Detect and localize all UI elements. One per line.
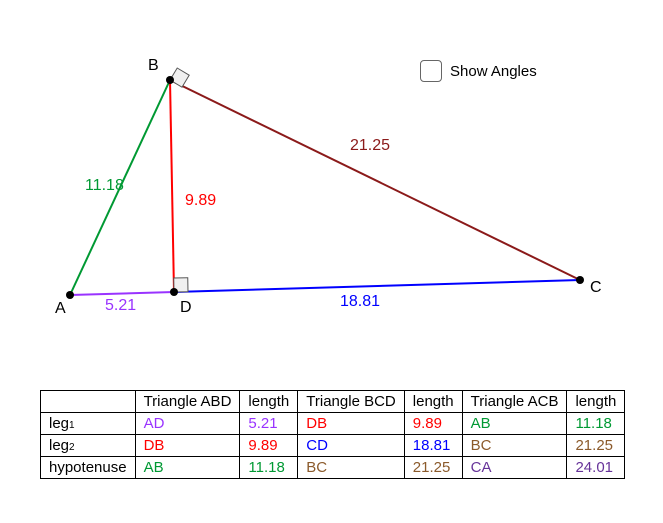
point-D[interactable] — [170, 288, 178, 296]
table-row: leg2DB9.89CD18.81BC21.25 — [41, 435, 625, 457]
table-cell: DB — [298, 413, 404, 435]
table-cell: AB — [462, 413, 567, 435]
point-label-A: A — [55, 300, 66, 317]
table-cell: 21.25 — [404, 457, 462, 479]
table-row: leg1AD5.21DB9.89AB11.18 — [41, 413, 625, 435]
segment-label-BD: 9.89 — [185, 192, 216, 209]
segment-label-AB: 11.18 — [85, 177, 124, 194]
table-rowhead: leg1 — [41, 413, 136, 435]
point-C[interactable] — [576, 276, 584, 284]
table-cell: 9.89 — [240, 435, 298, 457]
triangle-data-table: Triangle ABDlengthTriangle BCDlengthTria… — [40, 390, 625, 479]
show-angles-checkbox[interactable] — [420, 60, 442, 82]
table-header-cell: length — [567, 391, 625, 413]
table-cell: CD — [298, 435, 404, 457]
show-angles-label: Show Angles — [450, 63, 537, 80]
segment-AD — [70, 292, 174, 295]
table-rowhead: hypotenuse — [41, 457, 136, 479]
segment-label-AD: 5.21 — [105, 297, 136, 314]
table-header-cell: Triangle ABD — [135, 391, 240, 413]
table-header-row: Triangle ABDlengthTriangle BCDlengthTria… — [41, 391, 625, 413]
table-row: hypotenuseAB11.18BC21.25CA24.01 — [41, 457, 625, 479]
segment-label-BC: 21.25 — [350, 137, 390, 154]
triangle-diagram: 11.18 21.25 18.81 9.89 5.21 A B C D — [0, 0, 663, 360]
point-label-D: D — [180, 299, 192, 316]
table-header-cell: Triangle ACB — [462, 391, 567, 413]
segment-label-CD: 18.81 — [340, 293, 380, 310]
table-rowhead: leg2 — [41, 435, 136, 457]
segment-BD — [170, 80, 174, 292]
table-cell: 21.25 — [567, 435, 625, 457]
segment-BC — [170, 80, 580, 280]
table-cell: CA — [462, 457, 567, 479]
point-label-B: B — [148, 57, 159, 74]
point-A[interactable] — [66, 291, 74, 299]
table-header-cell: length — [404, 391, 462, 413]
table-cell: BC — [462, 435, 567, 457]
table-cell: AD — [135, 413, 240, 435]
table-cell: 18.81 — [404, 435, 462, 457]
table-cell: 9.89 — [404, 413, 462, 435]
table-cell: 24.01 — [567, 457, 625, 479]
table-cell: BC — [298, 457, 404, 479]
table-header-cell: Triangle BCD — [298, 391, 404, 413]
show-angles-row: Show Angles — [420, 60, 537, 82]
table-header-cell — [41, 391, 136, 413]
table-cell: AB — [135, 457, 240, 479]
segment-CD — [174, 280, 580, 292]
point-label-C: C — [590, 279, 602, 296]
point-B[interactable] — [166, 76, 174, 84]
table-cell: 11.18 — [567, 413, 625, 435]
table-header-cell: length — [240, 391, 298, 413]
table-cell: 5.21 — [240, 413, 298, 435]
table-cell: DB — [135, 435, 240, 457]
table-cell: 11.18 — [240, 457, 298, 479]
